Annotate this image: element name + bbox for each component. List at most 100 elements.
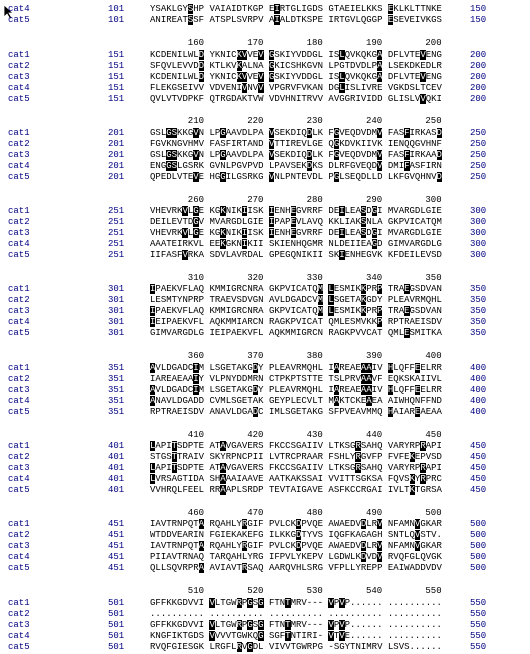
ruler-number: 200: [425, 38, 442, 48]
start-position: 151: [108, 49, 125, 60]
sequence: WTDDVEARIN FGIEKAKEFG ILKKGDTYVS IQGFKAG…: [150, 530, 442, 541]
end-position: 200: [470, 82, 487, 93]
sequence-name: cat3: [8, 463, 30, 473]
start-position: 301: [108, 317, 125, 328]
start-position: 401: [108, 441, 125, 451]
start-position: 501: [108, 630, 125, 641]
start-position: 101: [108, 15, 125, 25]
sequence: KNGFIKTGDS VVVVTGWKQG SGFTNTIRI- VTVE...…: [150, 630, 442, 641]
sequence: IPAEKVFLAQ KMMIGRCNRA GKPVICATQM LESMIKK…: [150, 306, 442, 317]
start-position: 251: [108, 228, 125, 239]
end-position: 300: [470, 206, 487, 217]
ruler-number: 500: [425, 507, 442, 518]
start-position: 251: [108, 250, 125, 261]
ruler-number: 190: [366, 38, 383, 48]
end-position: 500: [470, 563, 487, 574]
sequence-name: cat5: [8, 641, 30, 652]
ruler-number: 230: [306, 116, 323, 127]
start-position: 351: [108, 384, 125, 395]
sequence-name: cat1: [8, 597, 30, 608]
ruler-number: 320: [247, 272, 264, 283]
ruler-number: 210: [187, 116, 204, 127]
start-position: 201: [108, 138, 125, 149]
start-position: 451: [108, 541, 125, 552]
end-position: 400: [470, 373, 487, 384]
sequence-name: cat3: [8, 384, 30, 395]
end-position: 550: [470, 619, 487, 630]
start-position: 351: [108, 362, 125, 373]
sequence-name: cat2: [8, 373, 30, 384]
sequence-name: cat5: [8, 250, 30, 261]
sequence-name: cat2: [8, 217, 30, 228]
end-position: 500: [470, 552, 487, 563]
sequence-name: cat2: [8, 138, 30, 149]
ruler-number: 180: [306, 38, 323, 48]
sequence: PIIAVTRNAQ TARQAHLYRG IFPVLYKEPV LGDWLKD…: [150, 552, 442, 563]
ruler-number: 250: [425, 116, 442, 127]
ruler-number: 460: [187, 507, 204, 518]
end-position: 350: [470, 284, 487, 295]
sequence: FGVKNGVHMV FASFIRTAND VTTIREVLGE QGKDVKI…: [150, 138, 442, 149]
ruler-number: 240: [366, 116, 383, 127]
sequence-name: cat3: [8, 149, 30, 160]
sequence-name: cat4: [8, 160, 30, 171]
sequence: GIMVARGDLG IEIPAEKVFL AQKMMIGRCN RAGKPVV…: [150, 328, 442, 339]
sequence-name: cat5: [8, 563, 30, 574]
start-position: 251: [108, 217, 125, 228]
ruler-number: 510: [187, 586, 204, 597]
sequence: LAPITSDPTE ATAVGAVERS FKCCSGAIIV LTKSGRS…: [150, 441, 442, 451]
end-position: 250: [470, 149, 487, 160]
sequence-name: cat1: [8, 49, 30, 60]
cursor: [3, 4, 15, 20]
start-position: 501: [108, 619, 125, 630]
end-position: 300: [470, 217, 487, 228]
sequence-name: cat1: [8, 284, 30, 295]
ruler-number: 170: [247, 38, 264, 48]
sequence: LVRSAGTIDA SHAAAIAAVE AATKAKSSAI VVITTSG…: [150, 474, 442, 484]
start-position: 501: [108, 641, 125, 652]
start-position: 451: [108, 563, 125, 574]
sequence-name: cat1: [8, 206, 30, 217]
sequence: IAREAEAAIY VLPNYDDMRN CTPKPTSTTE TSLPRVA…: [150, 373, 442, 384]
sequence-name: cat4: [8, 4, 30, 14]
sequence: QPEDLVTEVE HGGILGSRKG VNLPNTEVDL PGLSEQD…: [150, 171, 442, 182]
sequence-name: cat5: [8, 15, 30, 25]
sequence: VHEVRKVLGE KGKNIKIISK IENHEGVRRF DEILEAS…: [150, 228, 442, 239]
sequence: QLLSQVRPRA AVIAVTRSAQ AARQVHLSRG VFPLLYR…: [150, 563, 442, 574]
end-position: 550: [470, 630, 487, 641]
sequence-name: cat4: [8, 82, 30, 93]
sequence: IIFASFVRKA SDVLAVRDAL GPEGQNIKII SKIENHE…: [150, 250, 442, 261]
ruler-number: 430: [306, 429, 323, 440]
sequence-name: cat5: [8, 171, 30, 182]
ruler-number: 450: [425, 429, 442, 440]
sequence: ANIREATSSF ATSPLSVRPV AIALDTKSPE IRTGVLQ…: [150, 15, 442, 25]
end-position: 450: [470, 452, 487, 462]
start-position: 401: [108, 485, 125, 495]
start-position: 101: [108, 4, 125, 14]
sequence-name: cat2: [8, 60, 30, 71]
end-position: 400: [470, 384, 487, 395]
sequence: GSLGSKKGVN LPGAAVDLPA VSEKDIQDLK FGVEQDV…: [150, 149, 442, 160]
ruler-number: 550: [425, 586, 442, 597]
sequence-name: cat3: [8, 306, 30, 317]
sequence: IAVTRNPQTA RQAHLYRGIF PVLCKDPVQE AWAEDVD…: [150, 541, 442, 552]
sequence-name: cat5: [8, 328, 30, 339]
end-position: 450: [470, 441, 487, 451]
end-position: 400: [470, 406, 487, 417]
sequence-name: cat4: [8, 630, 30, 641]
sequence-name: cat4: [8, 474, 30, 484]
start-position: 451: [108, 552, 125, 563]
sequence: SFQVLEVVDD KTLKVKALNA GKICSHKGVN LPGTDVD…: [150, 60, 442, 71]
end-position: 250: [470, 127, 487, 138]
sequence: AAATEIRKVL EEKGKNIKII SKIENHQGMR NLDEIIE…: [150, 239, 442, 250]
ruler-number: 480: [306, 507, 323, 518]
sequence-name: cat5: [8, 406, 30, 417]
sequence-name: cat4: [8, 317, 30, 328]
sequence: IAVTRNPQTA RQAHLYRGIF PVLCKDPVQE AWAEDVD…: [150, 519, 442, 530]
start-position: 301: [108, 284, 125, 295]
end-position: 150: [470, 15, 487, 25]
sequence: IEIPAEKVFL AQKMMIARCN RAGKPVICAT QMLESMV…: [150, 317, 442, 328]
start-position: 201: [108, 127, 125, 138]
end-position: 350: [470, 317, 487, 328]
sequence: RVQFGIESGK LRGFLRVGDL VIVVTGWRPG -SGYTNI…: [150, 641, 442, 652]
